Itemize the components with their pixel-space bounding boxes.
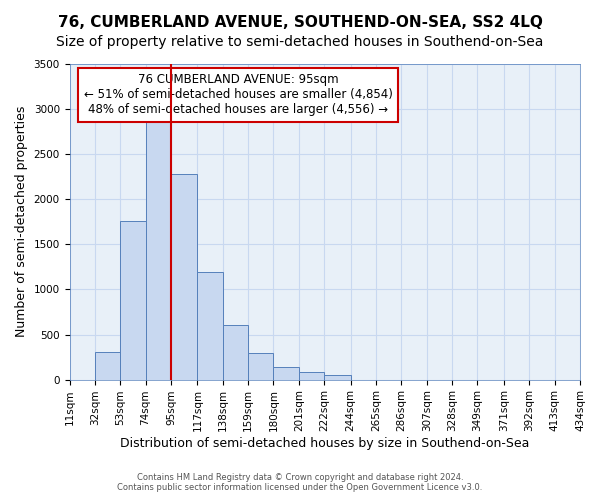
Bar bbox=[120, 221, 146, 380]
Bar bbox=[171, 174, 197, 380]
Bar bbox=[197, 272, 223, 380]
Bar bbox=[95, 352, 120, 380]
Bar bbox=[324, 375, 351, 380]
Bar bbox=[223, 324, 248, 380]
Bar bbox=[146, 116, 171, 380]
Bar bbox=[274, 367, 299, 380]
Bar bbox=[248, 352, 274, 380]
Y-axis label: Number of semi-detached properties: Number of semi-detached properties bbox=[15, 106, 28, 338]
Bar bbox=[299, 372, 324, 380]
Text: 76 CUMBERLAND AVENUE: 95sqm
← 51% of semi-detached houses are smaller (4,854)
48: 76 CUMBERLAND AVENUE: 95sqm ← 51% of sem… bbox=[83, 74, 392, 116]
Text: Size of property relative to semi-detached houses in Southend-on-Sea: Size of property relative to semi-detach… bbox=[56, 35, 544, 49]
X-axis label: Distribution of semi-detached houses by size in Southend-on-Sea: Distribution of semi-detached houses by … bbox=[120, 437, 529, 450]
Text: 76, CUMBERLAND AVENUE, SOUTHEND-ON-SEA, SS2 4LQ: 76, CUMBERLAND AVENUE, SOUTHEND-ON-SEA, … bbox=[58, 15, 542, 30]
Text: Contains HM Land Registry data © Crown copyright and database right 2024.
Contai: Contains HM Land Registry data © Crown c… bbox=[118, 473, 482, 492]
